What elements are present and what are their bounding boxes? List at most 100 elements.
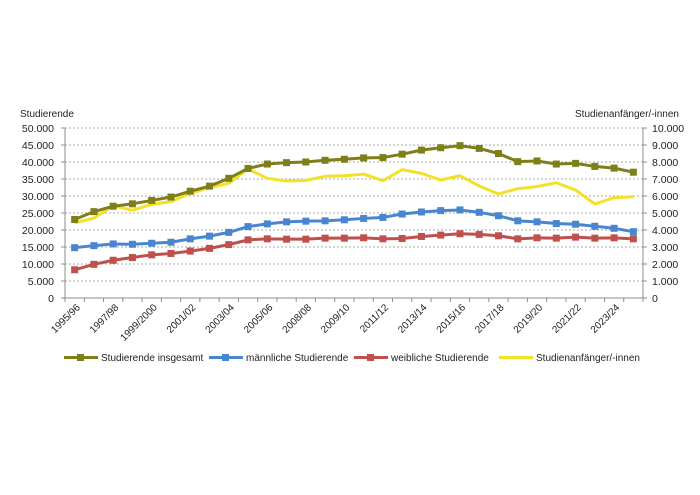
data-point (109, 202, 117, 210)
data-point (263, 160, 271, 168)
data-point (398, 150, 406, 158)
data-point (591, 222, 599, 230)
x-tick-label: 2001/02 (165, 302, 199, 336)
left-tick-label: 10.000 (22, 259, 54, 271)
data-point (244, 164, 252, 172)
data-point (629, 235, 637, 243)
legend-label-beginners: Studienanfänger/-innen (536, 352, 640, 364)
right-tick-label: 10.000 (652, 123, 684, 135)
data-point (610, 234, 618, 242)
right-axis-ticks: 0 1.000 2.000 3.000 4.000 5.000 6.000 7.000 8.00… (652, 123, 684, 305)
data-point (437, 231, 445, 239)
left-tick-label: 45.000 (22, 140, 54, 152)
data-point (90, 260, 98, 268)
left-tick-label: 5.000 (28, 276, 54, 288)
right-tick-label: 7.000 (652, 174, 678, 186)
data-point (379, 154, 387, 162)
data-point (514, 158, 522, 166)
legend-label-total: Studierende insgesamt (101, 352, 204, 364)
data-point (398, 235, 406, 242)
data-point (610, 224, 618, 232)
right-tick-label: 2.000 (652, 259, 678, 271)
series-line (74, 167, 634, 225)
data-point (128, 200, 136, 208)
data-point (533, 157, 541, 165)
data-point (340, 155, 348, 163)
data-point (148, 251, 156, 259)
data-point (610, 164, 618, 172)
legend-swatch-male (209, 353, 243, 363)
data-point (629, 168, 637, 176)
data-point (148, 239, 156, 247)
x-tick-label: 1995/96 (49, 302, 83, 336)
data-point (495, 232, 502, 240)
data-point (321, 156, 329, 164)
data-point (533, 218, 541, 226)
legend-item-female: weibliche Studierende (354, 353, 499, 364)
data-point (90, 208, 98, 216)
data-point (340, 234, 348, 242)
data-point (514, 235, 522, 243)
legend-swatch-female (354, 353, 388, 363)
data-point (206, 232, 213, 240)
legend-item-total: Studierende insgesamt (64, 353, 209, 364)
x-tick-label: 2008/08 (281, 302, 315, 336)
x-tick-label: 2005/06 (242, 302, 276, 336)
data-point (244, 223, 252, 231)
series-line (74, 144, 634, 221)
data-point (244, 236, 252, 244)
data-point (283, 218, 291, 226)
data-point (417, 232, 425, 240)
data-point (417, 146, 425, 154)
data-point (552, 234, 560, 242)
data-point (533, 234, 541, 242)
data-point (379, 235, 387, 243)
data-point (186, 235, 194, 243)
data-point (572, 220, 580, 228)
left-tick-label: 15.000 (22, 242, 54, 254)
data-point (302, 158, 310, 166)
x-tick-label: 2013/14 (396, 302, 430, 336)
right-tick-label: 1.000 (652, 276, 678, 288)
right-tick-label: 8.000 (652, 157, 678, 169)
left-tick-label: 0 (48, 293, 54, 305)
data-point (475, 144, 483, 152)
data-point (283, 159, 291, 167)
data-point (109, 256, 117, 264)
data-point (186, 247, 194, 255)
left-axis-title: Studierende (20, 109, 74, 120)
data-point (263, 220, 271, 228)
series-1 (71, 206, 637, 252)
right-tick-label: 5.000 (652, 208, 678, 220)
right-tick-label: 9.000 (652, 140, 678, 152)
data-point (225, 174, 233, 182)
left-tick-label: 30.000 (22, 191, 54, 203)
series-group (71, 142, 637, 274)
data-point (109, 240, 117, 248)
data-point (437, 144, 445, 152)
legend-label-male: männliche Studierende (246, 352, 349, 364)
right-tick-label: 0 (652, 293, 658, 305)
legend-label-female: weibliche Studierende (391, 352, 489, 364)
data-point (206, 182, 213, 190)
data-point (167, 249, 175, 257)
left-tick-label: 20.000 (22, 225, 54, 237)
right-axis-title: Studienanfänger/-innen (575, 109, 679, 120)
gridlines (65, 127, 643, 282)
data-point (71, 266, 79, 274)
series-line (74, 208, 634, 250)
legend-item-male: männliche Studierende (209, 353, 354, 364)
data-point (128, 254, 136, 262)
data-point (302, 217, 310, 225)
data-point (495, 212, 502, 220)
data-point (552, 220, 560, 228)
axes (61, 127, 647, 302)
data-point (225, 228, 233, 236)
data-point (283, 235, 291, 243)
x-tick-label: 2011/12 (358, 302, 391, 335)
right-tick-label: 3.000 (652, 242, 678, 254)
data-point (167, 238, 175, 246)
x-tick-label: 2023/24 (589, 302, 623, 336)
data-point (225, 241, 233, 249)
